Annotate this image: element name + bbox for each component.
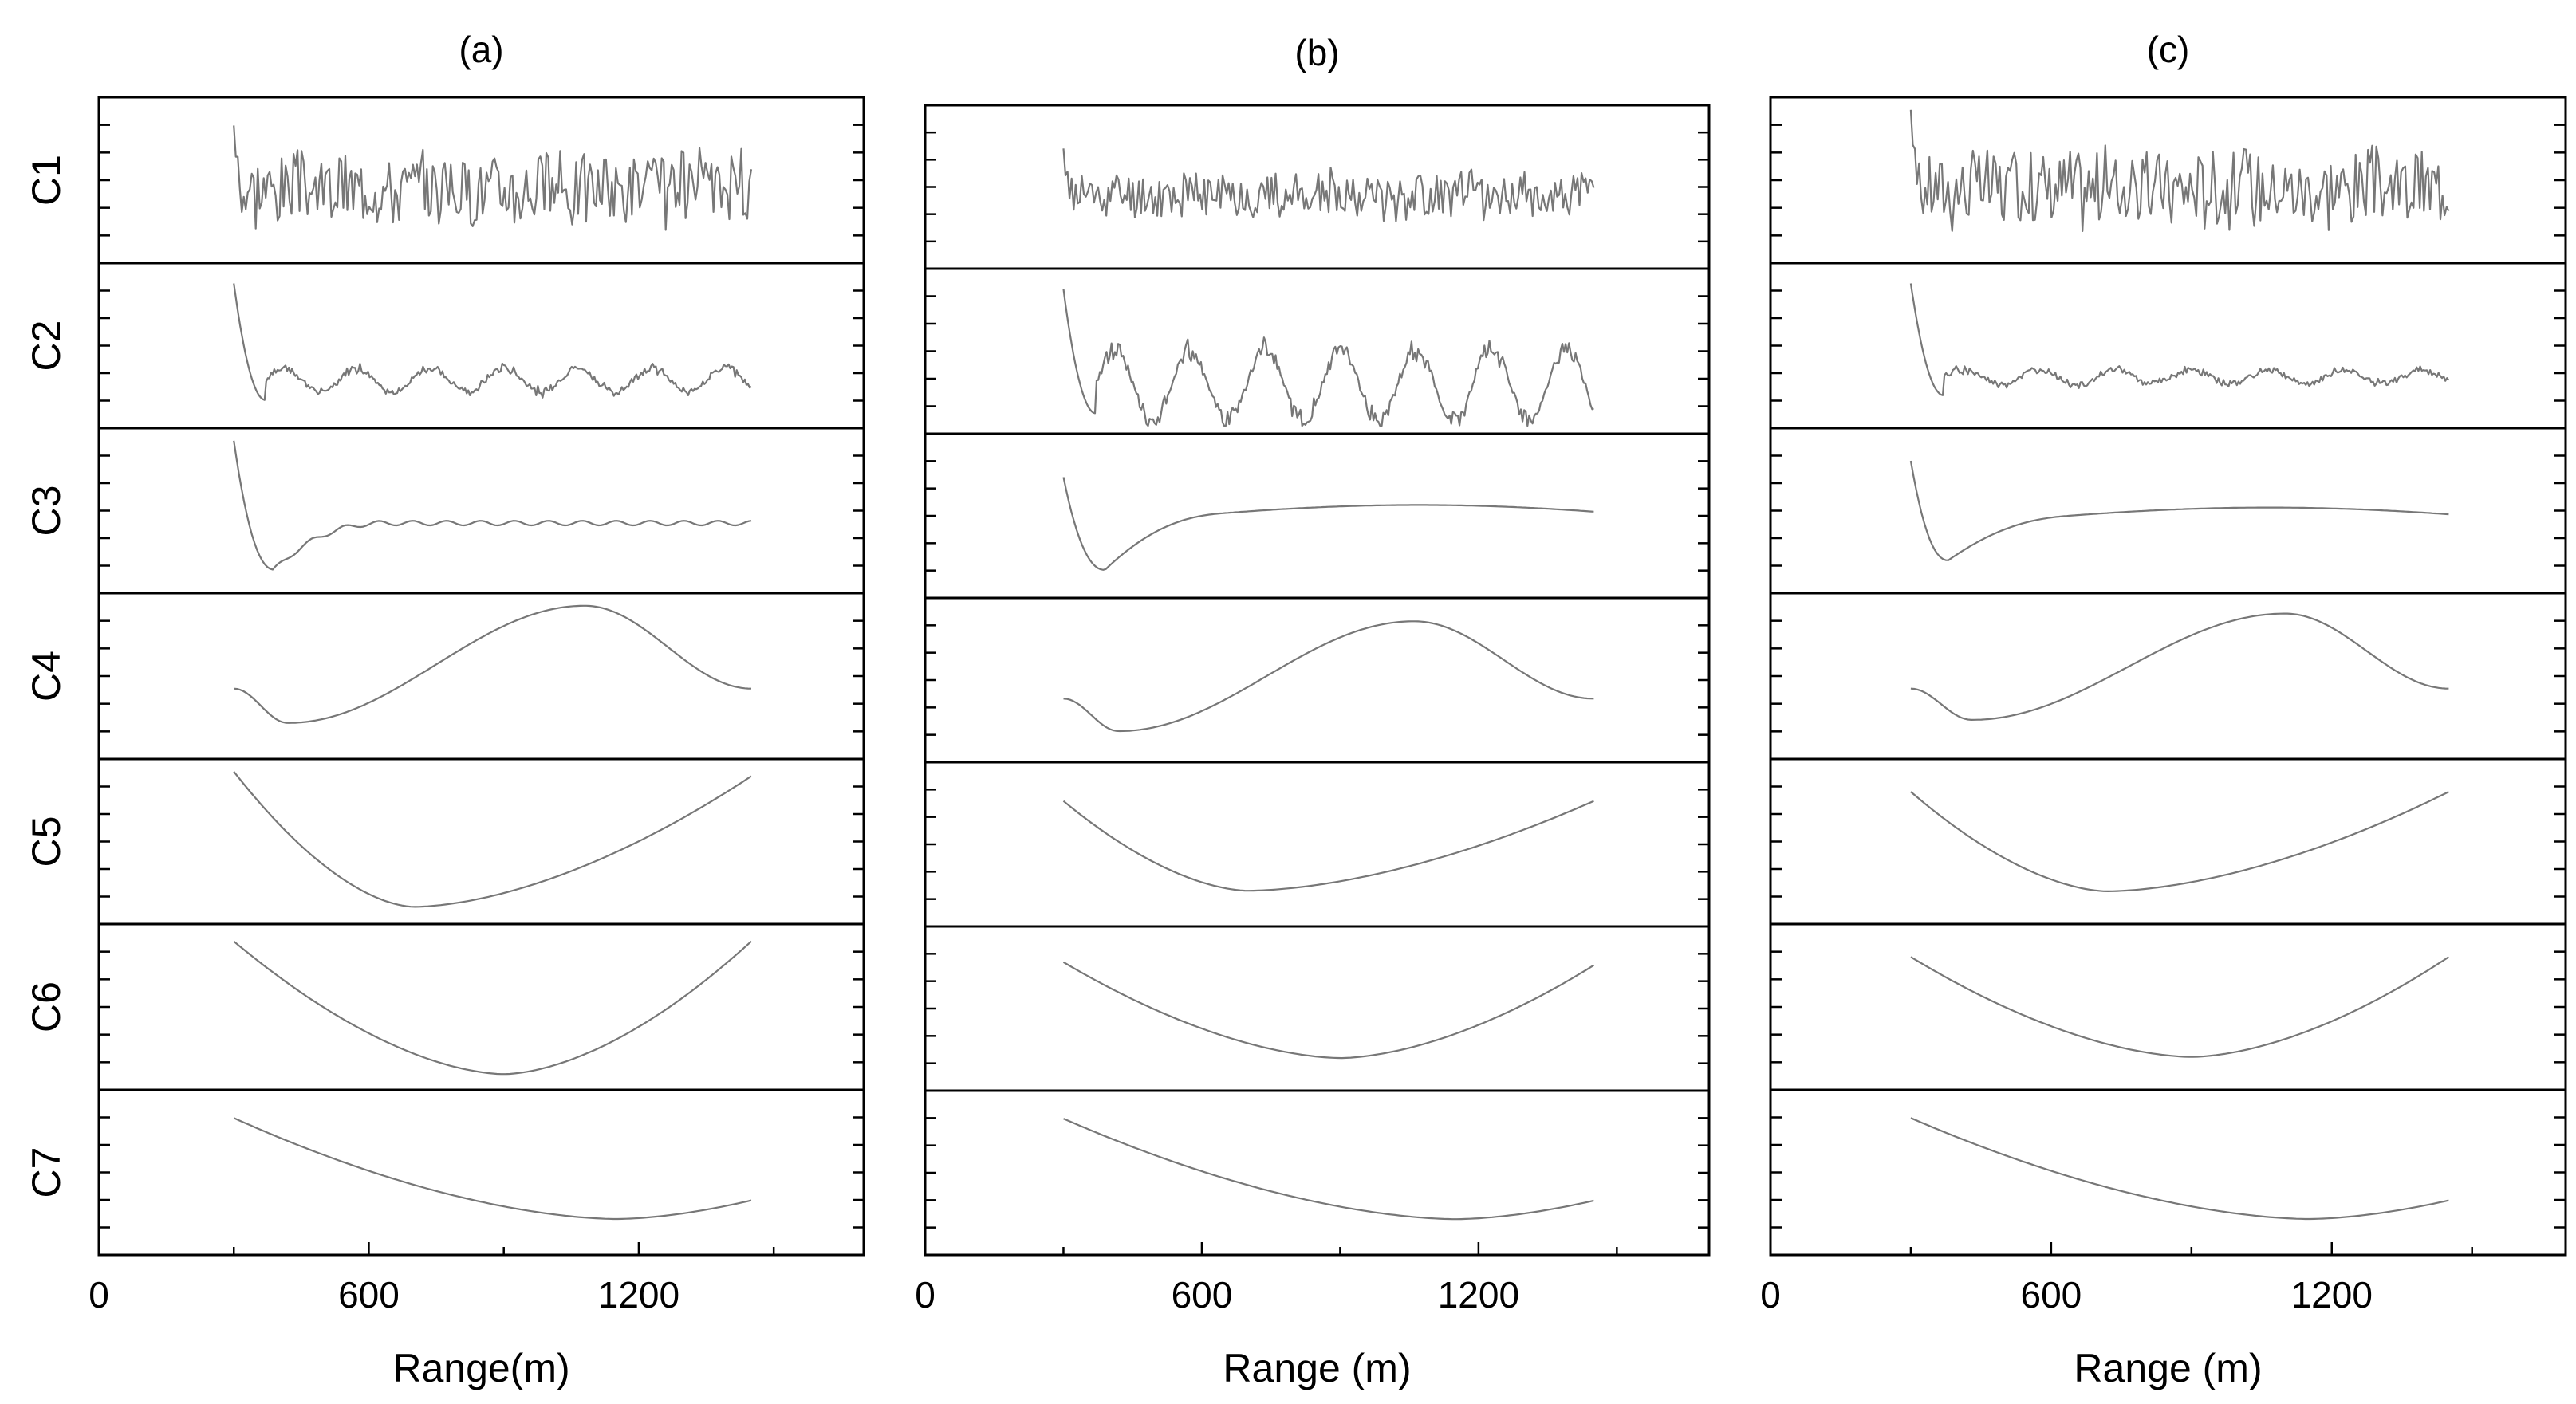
x-tick-label: 600 bbox=[1172, 1274, 1233, 1316]
series-line-c1 bbox=[1909, 109, 2450, 232]
row-label: C4 bbox=[24, 651, 69, 702]
row-label: C5 bbox=[24, 816, 69, 867]
subplot-c7 bbox=[99, 1088, 864, 1229]
series-line-c1 bbox=[233, 125, 753, 231]
panel-title: (b) bbox=[1294, 32, 1339, 73]
series-line-c3 bbox=[1062, 477, 1594, 571]
series-line-c7 bbox=[1910, 1117, 2449, 1221]
series-line-c7 bbox=[1063, 1118, 1594, 1221]
panel-title: (c) bbox=[2147, 29, 2190, 70]
subplot-c3 bbox=[99, 427, 864, 571]
subplot-c2 bbox=[1771, 262, 2566, 402]
series-line-c4 bbox=[234, 604, 752, 724]
panel-frame bbox=[97, 96, 865, 1257]
subplot-c6 bbox=[925, 925, 1709, 1064]
subplot-c7 bbox=[925, 1089, 1709, 1229]
subplot-c7 bbox=[1771, 1088, 2566, 1229]
row-label: C7 bbox=[24, 1147, 69, 1198]
series-line-c4 bbox=[1910, 612, 2449, 721]
x-tick-label: 0 bbox=[915, 1274, 935, 1316]
panel-b: (b) 0 600 1200 Range (m) bbox=[915, 32, 1711, 1390]
series-line-c5 bbox=[233, 771, 752, 908]
subplot-c5 bbox=[925, 761, 1709, 900]
series-line-c6 bbox=[1910, 956, 2450, 1058]
series-line-c2 bbox=[1062, 289, 1594, 427]
x-tick-label: 1200 bbox=[598, 1274, 679, 1316]
series-line-c6 bbox=[233, 940, 752, 1076]
x-axis-label: Range (m) bbox=[2074, 1346, 2262, 1390]
series-line-c2 bbox=[233, 283, 752, 401]
x-tick-label: 0 bbox=[1760, 1274, 1781, 1316]
x-axis-label: Range (m) bbox=[1223, 1346, 1411, 1390]
series-line-c3 bbox=[233, 440, 752, 571]
series-line-c3 bbox=[1909, 460, 2449, 561]
series-line-c4 bbox=[1063, 620, 1594, 733]
x-tick-label: 600 bbox=[338, 1274, 400, 1316]
subplot-c3 bbox=[925, 432, 1709, 572]
subplot-c2 bbox=[99, 262, 864, 402]
subplot-c6 bbox=[1771, 922, 2566, 1064]
subplot-c4 bbox=[1771, 592, 2566, 733]
panel-frame bbox=[924, 104, 1711, 1257]
subplot-c4 bbox=[925, 596, 1709, 736]
panel-frame bbox=[1769, 96, 2567, 1257]
panel-title: (a) bbox=[459, 29, 503, 70]
x-tick-label: 1200 bbox=[1438, 1274, 1519, 1316]
series-line-c7 bbox=[233, 1117, 752, 1221]
series-line-c6 bbox=[1062, 961, 1594, 1060]
subplot-c1 bbox=[1771, 109, 2566, 237]
subplot-c5 bbox=[1771, 757, 2566, 898]
series-line-c2 bbox=[1909, 283, 2450, 396]
subplot-c1 bbox=[99, 124, 864, 237]
subplot-c2 bbox=[925, 267, 1709, 427]
panel-c: (c) 0 600 1200 Range (m) bbox=[1760, 29, 2567, 1390]
panel-a: (a) 0 600 1200 Range(m) bbox=[89, 29, 865, 1390]
row-label: C3 bbox=[24, 486, 69, 537]
subplot-c1 bbox=[925, 131, 1709, 243]
series-line-c1 bbox=[1062, 148, 1595, 222]
subplot-c6 bbox=[99, 922, 864, 1076]
series-line-c5 bbox=[1062, 800, 1594, 892]
subplot-c3 bbox=[1771, 427, 2566, 567]
x-axis-label: Range(m) bbox=[392, 1346, 569, 1390]
row-label: C2 bbox=[24, 321, 69, 372]
row-label: C1 bbox=[24, 155, 69, 206]
x-tick-label: 600 bbox=[2021, 1274, 2082, 1316]
x-tick-label: 1200 bbox=[2291, 1274, 2373, 1316]
series-line-c5 bbox=[1910, 791, 2449, 892]
subplot-c5 bbox=[99, 757, 864, 908]
x-tick-label: 0 bbox=[89, 1274, 109, 1316]
subplot-c4 bbox=[99, 592, 864, 733]
row-label: C6 bbox=[24, 981, 69, 1032]
